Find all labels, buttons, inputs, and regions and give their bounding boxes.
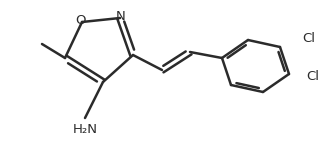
Text: N: N: [116, 10, 126, 23]
Text: O: O: [75, 14, 85, 28]
Text: Cl: Cl: [306, 69, 319, 83]
Text: Cl: Cl: [302, 32, 315, 46]
Text: H₂N: H₂N: [73, 123, 98, 136]
